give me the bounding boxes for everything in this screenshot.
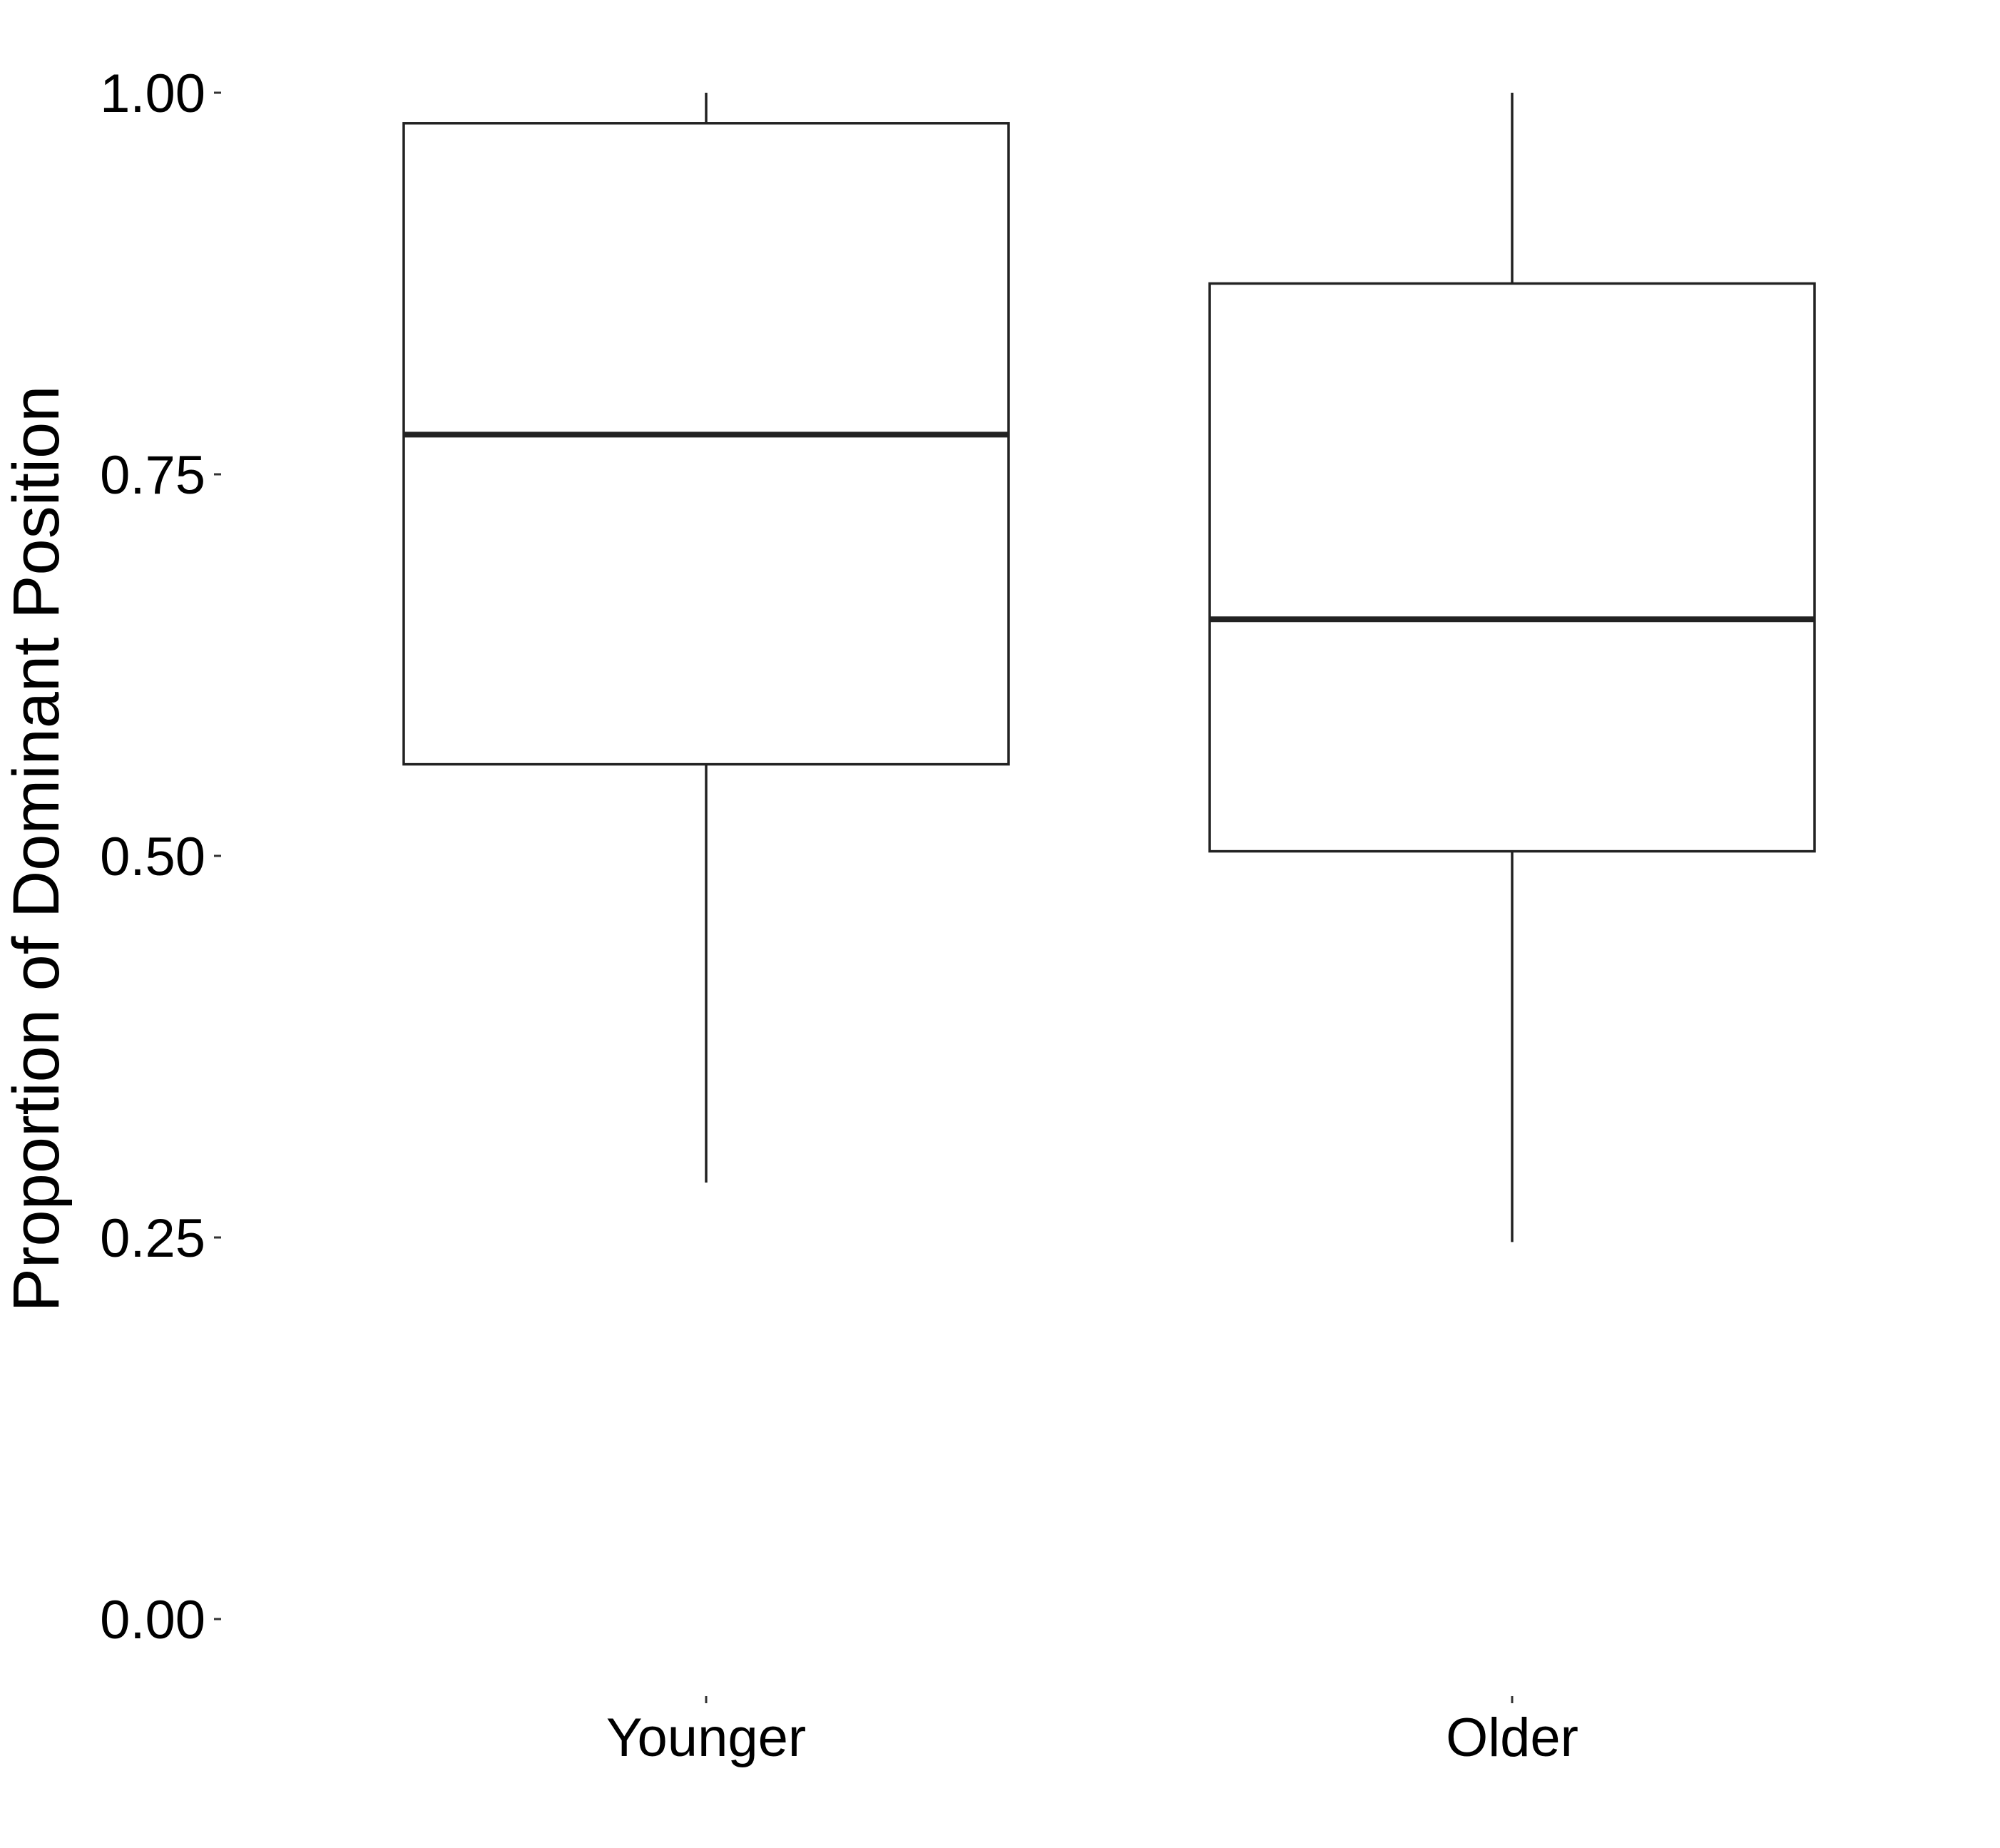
y-tick-label: 0.75	[100, 445, 205, 506]
x-axis: Younger Older	[606, 1696, 1578, 1768]
x-tick-label: Younger	[606, 1707, 806, 1768]
y-axis-title: Proportion of Dominant Position	[0, 386, 73, 1312]
y-tick-label: 0.50	[100, 827, 205, 887]
box-younger	[402, 93, 1010, 1183]
y-tick-label: 0.00	[100, 1590, 205, 1650]
x-tick-label: Older	[1446, 1707, 1578, 1768]
y-tick-label: 0.25	[100, 1208, 205, 1269]
y-tick-label: 1.00	[100, 63, 205, 124]
boxes	[402, 93, 1816, 1242]
interquartile-box	[402, 122, 1010, 766]
box-older	[1208, 93, 1816, 1242]
interquartile-box	[1208, 282, 1816, 853]
y-axis: 0.00 0.25 0.50 0.75 1.00	[100, 63, 221, 1650]
